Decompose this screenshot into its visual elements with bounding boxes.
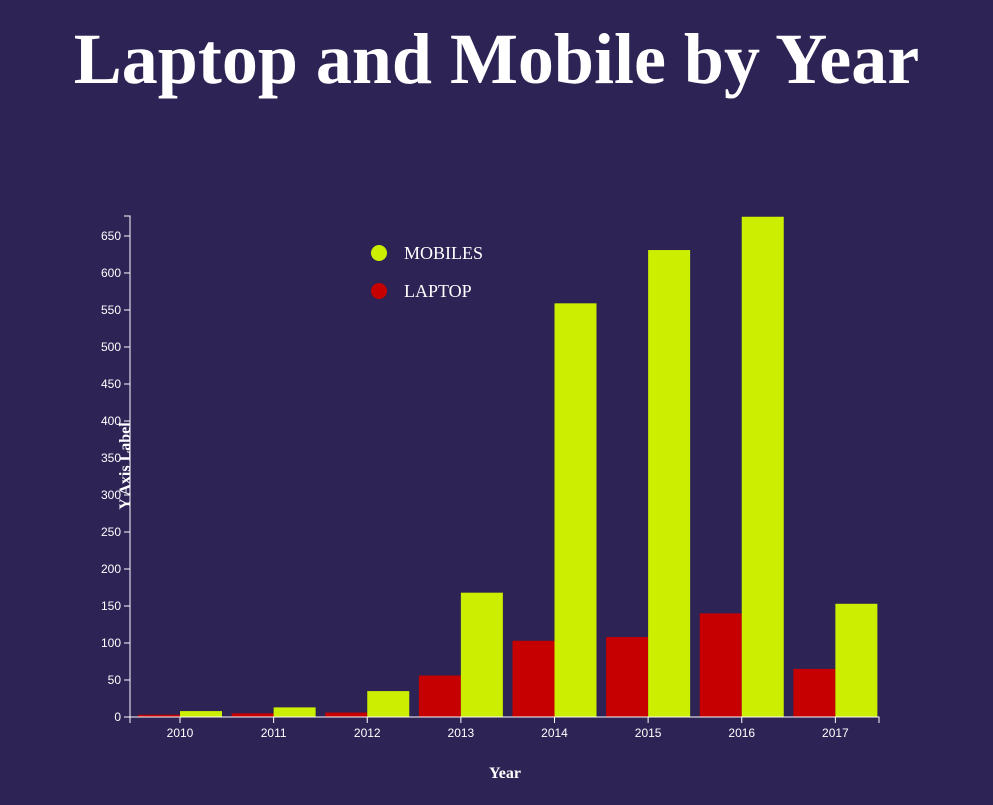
laptop-bar-2013 (418, 675, 461, 717)
y-tick-label: 400 (101, 414, 121, 428)
mobiles-bar-2014 (554, 303, 597, 717)
x-tick-label: 2014 (541, 726, 568, 740)
mobiles-bar-2012 (367, 691, 410, 717)
mobiles-bar-2011 (273, 707, 316, 717)
y-tick-label: 650 (101, 229, 121, 243)
y-tick-label: 600 (101, 266, 121, 280)
x-tick-label: 2013 (448, 726, 475, 740)
mobiles-bar-2010 (180, 711, 222, 717)
mobiles-bar-2017 (835, 603, 878, 717)
y-tick-label: 200 (101, 562, 121, 576)
y-tick-label: 500 (101, 340, 121, 354)
y-tick-label: 50 (108, 673, 122, 687)
x-tick-label: 2012 (354, 726, 381, 740)
mobiles-bar-2013 (460, 592, 503, 717)
legend-swatch-laptop (371, 283, 387, 299)
y-axis: 0 50 100 150 200 250 300 350 400 450 500 550 600 650 (101, 215, 131, 724)
legend-label-laptop: LAPTOP (404, 281, 472, 301)
mobiles-bar-2016 (741, 216, 784, 717)
laptop-bar-2014 (512, 640, 555, 717)
laptop-bar-2011 (231, 713, 274, 717)
y-tick-label: 0 (114, 710, 121, 724)
x-tick-label: 2017 (822, 726, 849, 740)
x-tick-label: 2011 (261, 726, 287, 740)
x-axis-title: Year (489, 765, 521, 782)
chart-title: Laptop and Mobile by Year (73, 19, 920, 99)
y-tick-label: 300 (101, 488, 121, 502)
laptop-bar-2016 (699, 613, 742, 717)
legend-swatch-mobiles (371, 245, 387, 261)
y-tick-label: 350 (101, 451, 121, 465)
x-axis-line (129, 716, 880, 723)
y-axis-title: Y Axis Label (117, 422, 134, 510)
x-tick-label: 2015 (635, 726, 662, 740)
laptop-bar-2010 (138, 714, 180, 717)
y-tick-label: 150 (101, 599, 121, 613)
y-tick-label: 550 (101, 303, 121, 317)
legend: MOBILES LAPTOP (371, 243, 483, 301)
bars-group (138, 216, 878, 717)
legend-label-mobiles: MOBILES (404, 243, 483, 263)
laptop-bar-2017 (793, 668, 836, 717)
laptop-bar-2015 (606, 637, 649, 717)
mobiles-bar-2015 (648, 250, 691, 717)
laptop-bar-2012 (325, 712, 368, 717)
y-tick-label: 450 (101, 377, 121, 391)
x-tick-label: 2010 (167, 726, 194, 740)
y-tick-label: 100 (101, 636, 121, 650)
x-tick-label: 2016 (728, 726, 755, 740)
y-tick-label: 250 (101, 525, 121, 539)
x-axis: 2010 2011 2012 2013 2014 2015 2016 2017 (129, 716, 880, 740)
